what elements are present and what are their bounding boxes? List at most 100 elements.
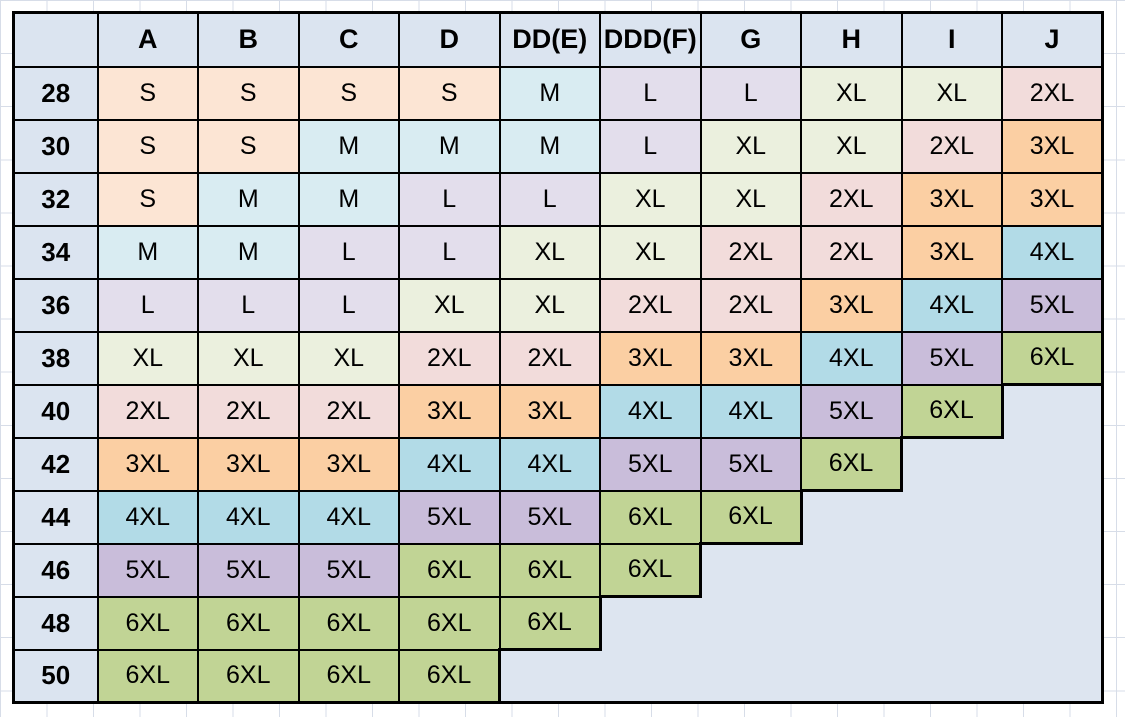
empty-cell[interactable]: [801, 596, 902, 650]
empty-cell[interactable]: [600, 596, 701, 650]
size-cell[interactable]: 4XL: [96, 489, 199, 545]
size-cell[interactable]: S: [197, 65, 300, 121]
size-cell[interactable]: L: [297, 224, 400, 280]
size-cell[interactable]: 2XL: [197, 383, 300, 439]
column-header-a[interactable]: A: [96, 11, 199, 68]
empty-cell[interactable]: [1002, 384, 1103, 438]
size-cell[interactable]: 2XL: [297, 383, 400, 439]
size-cell[interactable]: S: [96, 118, 199, 174]
size-cell[interactable]: S: [96, 65, 199, 121]
column-header-j[interactable]: J: [1001, 11, 1104, 68]
size-cell[interactable]: 4XL: [498, 436, 601, 492]
empty-cell[interactable]: [499, 649, 600, 703]
size-cell[interactable]: XL: [800, 118, 903, 174]
size-cell[interactable]: 6XL: [297, 595, 400, 651]
row-header-40[interactable]: 40: [12, 383, 99, 439]
size-cell[interactable]: XL: [900, 65, 1003, 121]
size-cell[interactable]: 3XL: [96, 436, 199, 492]
empty-cell[interactable]: [901, 596, 1002, 650]
size-cell[interactable]: 2XL: [1001, 65, 1104, 121]
size-cell[interactable]: 6XL: [96, 648, 199, 704]
size-cell[interactable]: S: [297, 65, 400, 121]
size-cell[interactable]: S: [197, 118, 300, 174]
size-cell[interactable]: XL: [498, 277, 601, 333]
row-header-36[interactable]: 36: [12, 277, 99, 333]
size-cell[interactable]: 6XL: [96, 595, 199, 651]
row-header-38[interactable]: 38: [12, 330, 99, 386]
size-cell[interactable]: XL: [498, 224, 601, 280]
size-cell[interactable]: 4XL: [398, 436, 501, 492]
size-cell[interactable]: 2XL: [800, 224, 903, 280]
size-cell[interactable]: M: [297, 118, 400, 174]
size-cell[interactable]: S: [398, 65, 501, 121]
row-header-32[interactable]: 32: [12, 171, 99, 227]
size-cell[interactable]: XL: [96, 330, 199, 386]
size-cell[interactable]: M: [297, 171, 400, 227]
size-cell[interactable]: 3XL: [297, 436, 400, 492]
empty-cell[interactable]: [1002, 437, 1103, 491]
empty-cell[interactable]: [801, 649, 902, 703]
size-cell[interactable]: 5XL: [398, 489, 501, 545]
size-cell[interactable]: 2XL: [599, 277, 702, 333]
empty-cell[interactable]: [600, 649, 701, 703]
size-cell[interactable]: L: [96, 277, 199, 333]
column-header-c[interactable]: C: [297, 11, 400, 68]
row-header-48[interactable]: 48: [12, 595, 99, 651]
size-cell[interactable]: 6XL: [197, 648, 300, 704]
empty-cell[interactable]: [700, 596, 801, 650]
size-cell[interactable]: S: [96, 171, 199, 227]
size-cell[interactable]: 3XL: [1001, 171, 1104, 227]
size-cell[interactable]: 6XL: [900, 383, 1004, 439]
empty-cell[interactable]: [901, 437, 1002, 491]
size-cell[interactable]: 4XL: [699, 383, 802, 439]
size-cell[interactable]: 3XL: [699, 330, 802, 386]
size-cell[interactable]: L: [297, 277, 400, 333]
size-cell[interactable]: L: [599, 65, 702, 121]
size-cell[interactable]: 6XL: [297, 648, 400, 704]
size-cell[interactable]: 3XL: [197, 436, 300, 492]
size-cell[interactable]: XL: [398, 277, 501, 333]
row-header-44[interactable]: 44: [12, 489, 99, 545]
column-header-i[interactable]: I: [900, 11, 1003, 68]
size-cell[interactable]: 2XL: [96, 383, 199, 439]
size-cell[interactable]: L: [699, 65, 802, 121]
size-cell[interactable]: M: [96, 224, 199, 280]
size-cell[interactable]: M: [498, 65, 601, 121]
size-cell[interactable]: 5XL: [699, 436, 802, 492]
size-cell[interactable]: 6XL: [599, 489, 702, 545]
column-header-g[interactable]: G: [699, 11, 802, 68]
size-cell[interactable]: 5XL: [498, 489, 601, 545]
size-cell[interactable]: 3XL: [1001, 118, 1104, 174]
size-cell[interactable]: 6XL: [1001, 330, 1104, 386]
size-cell[interactable]: 6XL: [498, 542, 601, 598]
empty-cell[interactable]: [801, 543, 902, 597]
size-cell[interactable]: 5XL: [1001, 277, 1104, 333]
size-cell[interactable]: 3XL: [498, 383, 601, 439]
empty-cell[interactable]: [700, 543, 801, 597]
corner-cell[interactable]: [12, 11, 99, 68]
empty-cell[interactable]: [1002, 649, 1103, 703]
size-cell[interactable]: XL: [297, 330, 400, 386]
size-cell[interactable]: 6XL: [398, 648, 501, 704]
size-cell[interactable]: 2XL: [800, 171, 903, 227]
size-cell[interactable]: XL: [800, 65, 903, 121]
size-cell[interactable]: 6XL: [197, 595, 300, 651]
size-cell[interactable]: 5XL: [297, 542, 400, 598]
size-cell[interactable]: 5XL: [900, 330, 1003, 386]
size-cell[interactable]: XL: [197, 330, 300, 386]
column-header-dde[interactable]: DD(E): [498, 11, 601, 68]
size-cell[interactable]: 4XL: [197, 489, 300, 545]
row-header-46[interactable]: 46: [12, 542, 99, 598]
size-cell[interactable]: XL: [699, 171, 802, 227]
empty-cell[interactable]: [700, 649, 801, 703]
size-cell[interactable]: L: [197, 277, 300, 333]
empty-cell[interactable]: [801, 490, 902, 544]
size-cell[interactable]: 4XL: [900, 277, 1003, 333]
empty-cell[interactable]: [1002, 596, 1103, 650]
row-header-30[interactable]: 30: [12, 118, 99, 174]
size-cell[interactable]: 4XL: [800, 330, 903, 386]
size-cell[interactable]: 4XL: [599, 383, 702, 439]
size-cell[interactable]: M: [398, 118, 501, 174]
column-header-b[interactable]: B: [197, 11, 300, 68]
column-header-dddf[interactable]: DDD(F): [599, 11, 702, 68]
